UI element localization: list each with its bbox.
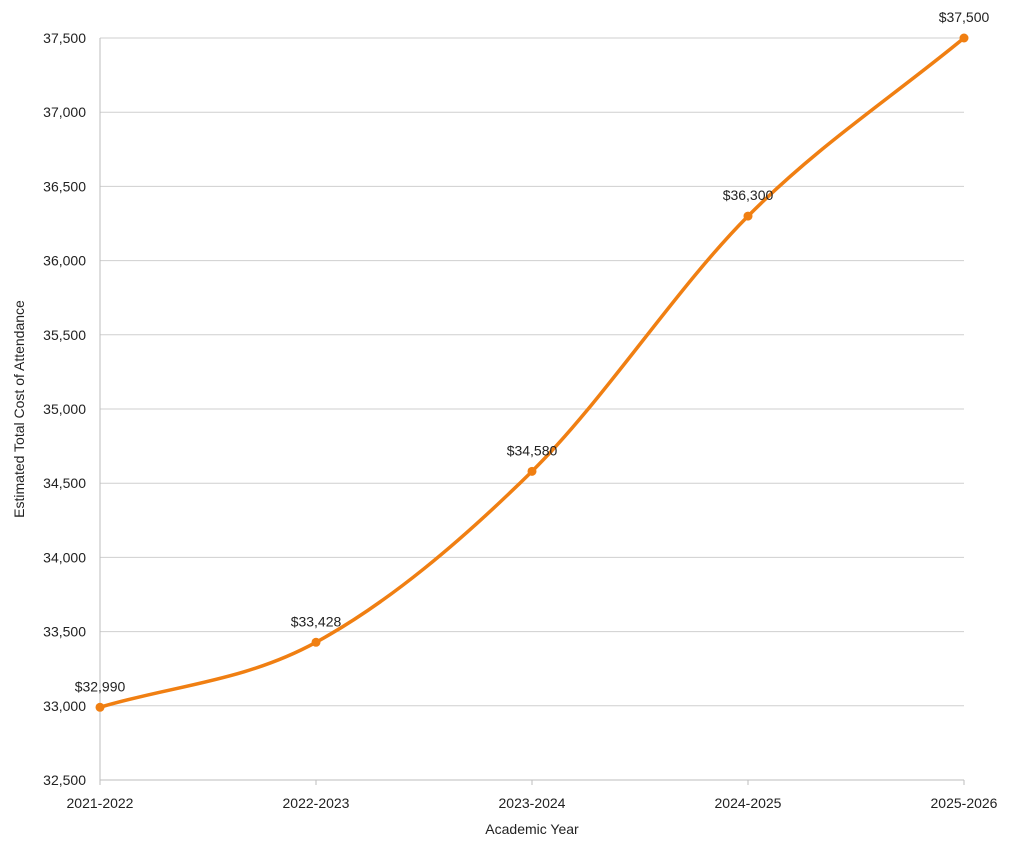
- y-tick-label: 32,500: [43, 772, 86, 788]
- data-label: $36,300: [723, 187, 774, 203]
- y-tick-label: 33,500: [43, 624, 86, 640]
- y-tick-labels: 32,500 33,000 33,500 34,000 34,500 35,000 35,5…: [43, 30, 86, 788]
- x-tick-label: 2025-2026: [931, 795, 998, 811]
- data-label: $37,500: [939, 9, 990, 25]
- x-tick-label: 2023-2024: [499, 795, 566, 811]
- data-label: $33,428: [291, 613, 342, 629]
- y-tick-label: 36,500: [43, 178, 86, 194]
- y-tick-label: 34,000: [43, 549, 86, 565]
- data-point[interactable]: [311, 637, 321, 647]
- x-tick-label: 2021-2022: [67, 795, 134, 811]
- y-tick-label: 37,500: [43, 30, 86, 46]
- y-tick-label: 35,500: [43, 327, 86, 343]
- data-label: $32,990: [75, 678, 126, 694]
- y-tick-label: 34,500: [43, 475, 86, 491]
- y-axis-title: Estimated Total Cost of Attendance: [11, 300, 27, 518]
- gridlines: [100, 37, 964, 707]
- y-tick-label: 36,000: [43, 253, 86, 269]
- x-tick-labels: 2021-2022 2022-2023 2023-2024 2024-2025 2025…: [67, 780, 998, 811]
- data-point[interactable]: [959, 33, 969, 43]
- data-label: $34,580: [507, 442, 558, 458]
- y-tick-label: 35,000: [43, 401, 86, 417]
- x-tick-label: 2024-2025: [715, 795, 782, 811]
- x-tick-label: 2022-2023: [283, 795, 350, 811]
- data-point[interactable]: [743, 211, 753, 221]
- data-point[interactable]: [95, 702, 105, 712]
- y-tick-label: 37,000: [43, 104, 86, 120]
- data-labels: $32,990 $33,428 $34,580 $36,300 $37,500: [75, 9, 990, 694]
- y-tick-label: 33,000: [43, 698, 86, 714]
- data-point[interactable]: [527, 466, 537, 476]
- x-axis-title: Academic Year: [485, 821, 579, 837]
- series-line: [98, 36, 966, 710]
- series: [95, 33, 969, 712]
